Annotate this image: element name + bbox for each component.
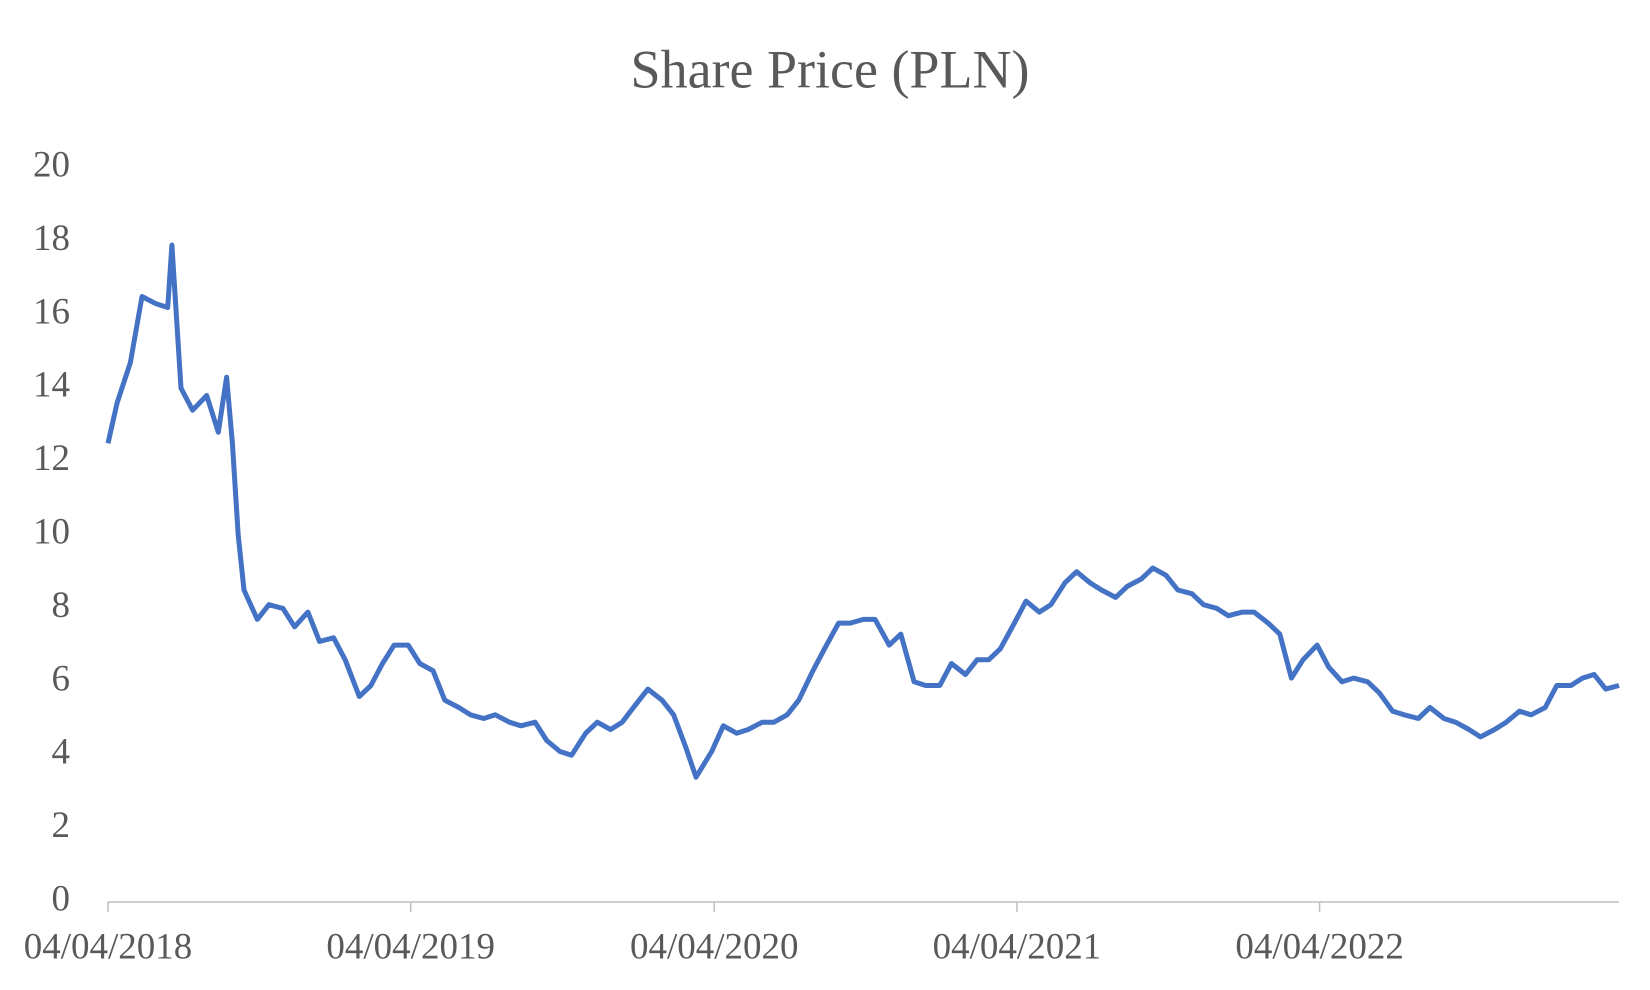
- x-tick-label: 04/04/2020: [630, 926, 799, 967]
- x-tick-label: 04/04/2022: [1235, 926, 1404, 967]
- y-tick-label: 6: [52, 658, 71, 699]
- y-tick-label: 20: [33, 144, 70, 185]
- y-tick-label: 12: [33, 438, 70, 479]
- x-tick-label: 04/04/2019: [326, 926, 495, 967]
- y-tick-label: 18: [33, 218, 70, 259]
- y-tick-label: 4: [52, 732, 71, 773]
- y-tick-label: 2: [52, 805, 71, 846]
- chart-title: Share Price (PLN): [631, 39, 1030, 99]
- y-tick-label: 16: [33, 291, 70, 332]
- y-tick-label: 14: [33, 365, 70, 406]
- y-tick-label: 8: [52, 585, 71, 626]
- price-line: [105, 242, 1620, 780]
- y-tick-label: 10: [33, 511, 70, 552]
- x-tick-label: 04/04/2018: [24, 926, 193, 967]
- y-tick-label: 0: [52, 878, 71, 919]
- x-tick-label: 04/04/2021: [933, 926, 1102, 967]
